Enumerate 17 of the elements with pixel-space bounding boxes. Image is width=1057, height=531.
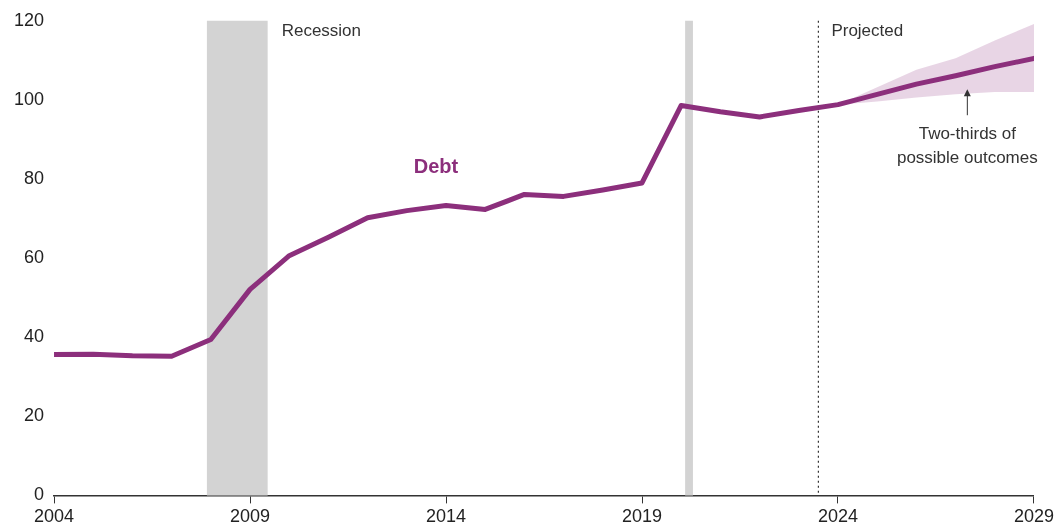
band-label: Recession — [281, 20, 362, 40]
series-label: Debt — [413, 155, 459, 178]
ref-line-label: Projected — [831, 20, 904, 40]
y-tick-label: 0 — [34, 484, 45, 505]
y-tick-label: 60 — [24, 247, 45, 268]
y-tick-label: 40 — [24, 326, 45, 347]
x-tick-label: 2019 — [621, 506, 663, 527]
annotation: Two-thirds of possible outcomes — [896, 124, 1038, 168]
x-tick-label: 2024 — [817, 506, 859, 527]
y-tick-label: 120 — [13, 9, 45, 30]
x-tick-label: 2014 — [425, 506, 467, 527]
y-tick-label: 80 — [24, 167, 45, 188]
x-tick-label: 2004 — [34, 506, 75, 527]
x-tick-label: 2009 — [230, 506, 271, 527]
y-tick-label: 20 — [24, 405, 45, 426]
y-tick-label: 100 — [13, 88, 45, 109]
x-tick-label: 2029 — [1013, 506, 1054, 527]
